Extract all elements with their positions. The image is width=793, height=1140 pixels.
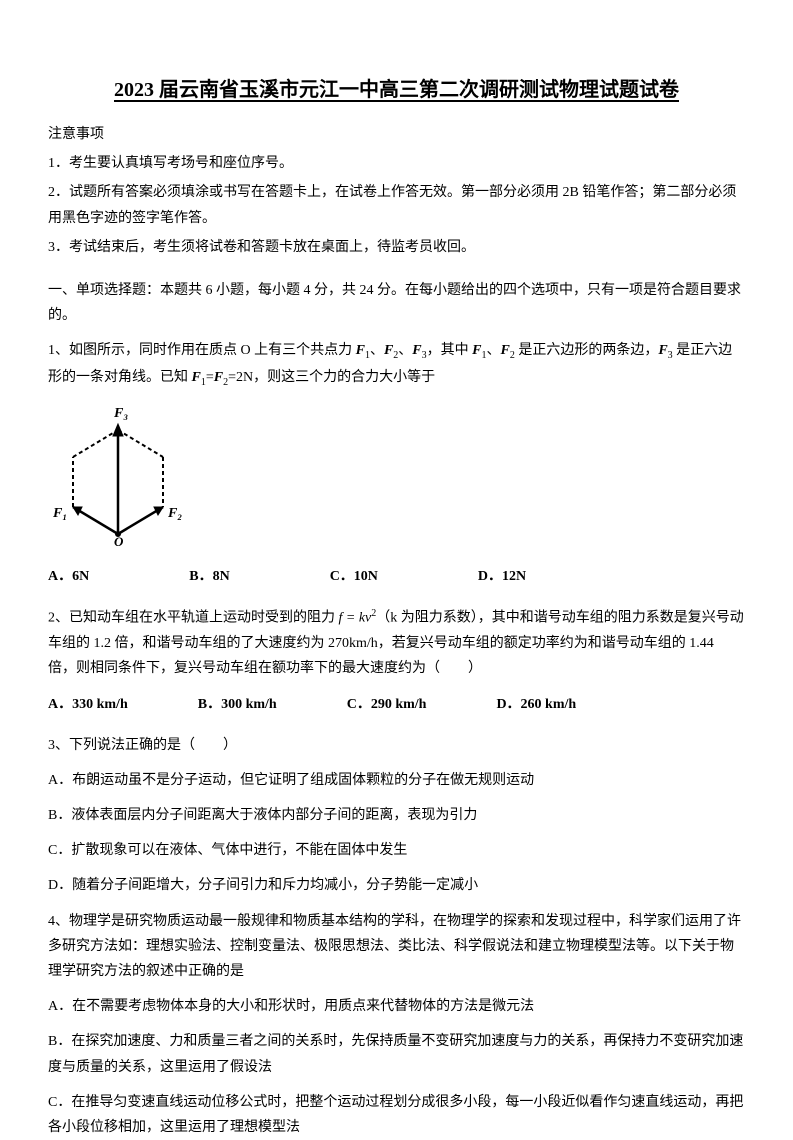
q3-option-a: A．布朗运动虽不是分子运动，但它证明了组成固体颗粒的分子在做无规则运动 xyxy=(48,768,745,793)
q1-tail: ，则这三个力的合力大小等于 xyxy=(253,370,435,385)
label-f1: F₁ xyxy=(52,506,67,521)
instruction-3: 3．考试结束后，考生须将试卷和答题卡放在桌面上，待监考员收回。 xyxy=(48,235,745,260)
label-f3: F₃ xyxy=(113,406,128,421)
q1-options: A．6N B．8N C．10N D．12N xyxy=(48,564,745,589)
q1-f2: F xyxy=(384,343,393,358)
q1-f2c: F xyxy=(214,370,223,385)
q1-sep3: 、 xyxy=(486,343,500,358)
instruction-1: 1．考生要认真填写考场号和座位序号。 xyxy=(48,151,745,176)
q1-sep1: 、 xyxy=(370,343,384,358)
q1-f1c: F xyxy=(192,370,201,385)
page-title: 2023 届云南省玉溪市元江一中高三第二次调研测试物理试题试卷 xyxy=(48,72,745,108)
q2-text-a: 2、已知动车组在水平轨道上运动时受到的阻力 xyxy=(48,611,339,626)
q1-text-a: 1、如图所示，同时作用在质点 O 上有三个共点力 xyxy=(48,343,356,358)
section1-intro: 一、单项选择题：本题共 6 小题，每小题 4 分，共 24 分。在每小题给出的四… xyxy=(48,278,745,328)
q1-f2b: F xyxy=(500,343,509,358)
q2-formula: f = kv xyxy=(339,611,372,626)
q1-option-c: C．10N xyxy=(330,564,378,589)
q1-option-d: D．12N xyxy=(478,564,526,589)
q2-option-b: B．300 km/h xyxy=(198,692,277,717)
question-2: 2、已知动车组在水平轨道上运动时受到的阻力 f = kv2（k 为阻力系数），其… xyxy=(48,605,745,681)
label-o: O xyxy=(114,534,124,547)
q1-f3: F xyxy=(412,343,421,358)
q3-option-d: D．随着分子间距增大，分子间引力和斥力均减小，分子势能一定减小 xyxy=(48,873,745,898)
question-4: 4、物理学是研究物质运动最一般规律和物质基本结构的学科，在物理学的探索和发现过程… xyxy=(48,909,745,985)
q3-option-b: B．液体表面层内分子间距离大于液体内部分子间的距离，表现为引力 xyxy=(48,803,745,828)
q1-mid2: 是正六边形的两条边， xyxy=(515,343,659,358)
q1-option-a: A．6N xyxy=(48,564,89,589)
instruction-2: 2．试题所有答案必须填涂或书写在答题卡上，在试卷上作答无效。第一部分必须用 2B… xyxy=(48,180,745,230)
q1-option-b: B．8N xyxy=(189,564,229,589)
q1-f3b: F xyxy=(658,343,667,358)
q4-option-a: A．在不需要考虑物体本身的大小和形状时，用质点来代替物体的方法是微元法 xyxy=(48,994,745,1019)
q2-option-a: A．330 km/h xyxy=(48,692,128,717)
q2-options: A．330 km/h B．300 km/h C．290 km/h D．260 k… xyxy=(48,692,745,717)
question-1: 1、如图所示，同时作用在质点 O 上有三个共点力 F1、F2、F3，其中 F1、… xyxy=(48,338,745,392)
label-f2: F₂ xyxy=(167,506,182,521)
q1-sep2: 、 xyxy=(398,343,412,358)
question-3: 3、下列说法正确的是（ ） xyxy=(48,733,745,758)
q1-f1: F xyxy=(356,343,365,358)
hexagon-svg: F₃ F₁ F₂ O xyxy=(48,402,198,547)
q2-option-c: C．290 km/h xyxy=(347,692,427,717)
hexagon-diagram: F₃ F₁ F₂ O xyxy=(48,402,745,556)
notice-label: 注意事项 xyxy=(48,122,745,147)
q4-option-c: C．在推导匀变速直线运动位移公式时，把整个运动过程划分成很多小段，每一小段近似看… xyxy=(48,1090,745,1140)
q4-option-b: B．在探究加速度、力和质量三者之间的关系时，先保持质量不变研究加速度与力的关系，… xyxy=(48,1029,745,1079)
q1-eq: =2N xyxy=(228,370,253,385)
q2-option-d: D．260 km/h xyxy=(496,692,576,717)
q1-mid1: ，其中 xyxy=(427,343,473,358)
q3-option-c: C．扩散现象可以在液体、气体中进行，不能在固体中发生 xyxy=(48,838,745,863)
q1-s1c: 1 xyxy=(201,377,206,388)
